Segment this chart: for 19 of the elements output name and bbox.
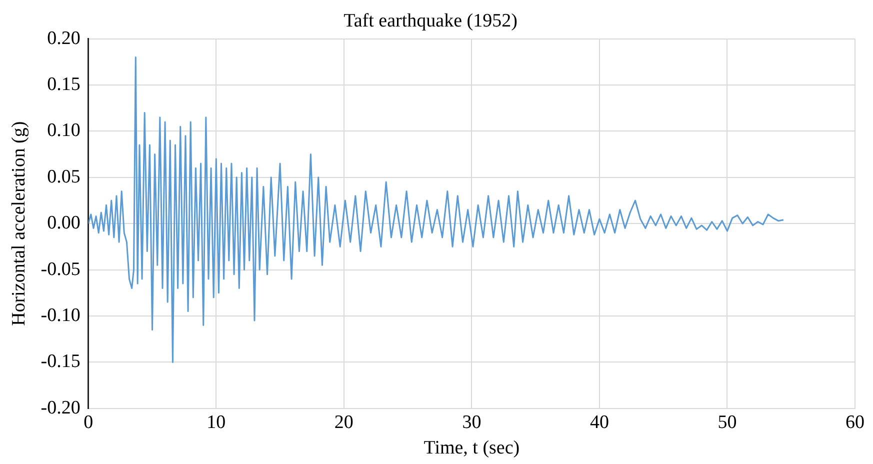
chart-title: Taft earthquake (1952): [344, 10, 518, 32]
x-tick-label: 20: [334, 412, 354, 433]
y-tick-label: 0.00: [47, 212, 80, 234]
x-tick-label: 50: [718, 412, 737, 433]
x-tick-label: 10: [206, 412, 226, 433]
y-tick-label: -0.20: [40, 397, 80, 418]
y-tick-label: 0.05: [47, 166, 80, 188]
y-tick-label: 0.10: [47, 120, 80, 142]
x-tick-label: 60: [846, 412, 864, 433]
y-tick-label: -0.05: [40, 258, 80, 280]
x-axis-title: Time, t (sec): [424, 438, 520, 459]
x-tick-label: 30: [462, 412, 482, 433]
y-tick-label: 0.15: [47, 74, 80, 95]
x-tick-label: 40: [590, 412, 609, 433]
y-tick-label: -0.15: [40, 351, 80, 372]
y-tick-label: -0.10: [40, 304, 80, 326]
x-tick-label: 0: [84, 412, 94, 433]
y-tick-label: 0.20: [47, 28, 80, 49]
y-axis-title: Horizontal acceleration (g): [8, 121, 30, 326]
